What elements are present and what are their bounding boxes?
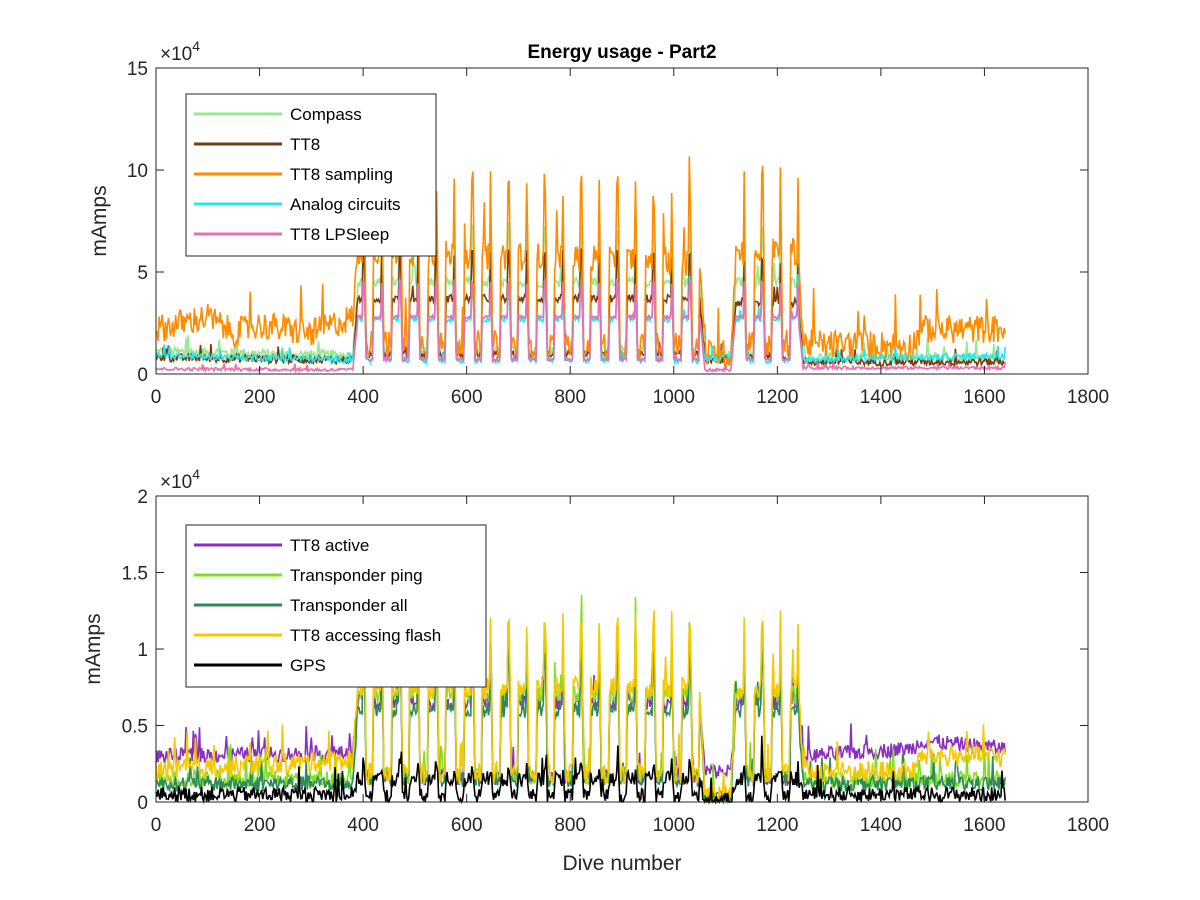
bottom-legend-label-5: GPS — [290, 656, 326, 675]
top-y-exponent-power: 4 — [192, 38, 200, 54]
top-legend-label-4: Analog circuits — [290, 195, 401, 214]
bottom-legend-label-4: TT8 accessing flash — [290, 626, 441, 645]
bottom-y-tick-label: 1 — [137, 640, 148, 661]
top-x-tick-label: 800 — [554, 387, 586, 408]
top-y-tick-label: 5 — [137, 263, 148, 284]
top-y-exponent: ×104 — [160, 38, 200, 65]
top-x-tick-label: 0 — [151, 387, 162, 408]
bottom-y-tick-label: 1.5 — [122, 564, 148, 585]
bottom-x-tick-label: 1800 — [1067, 815, 1109, 836]
top-y-tick-label: 15 — [127, 59, 148, 80]
top-series-line-3 — [155, 156, 1006, 369]
top-x-tick-label: 1000 — [653, 387, 695, 408]
bottom-x-tick-label: 1000 — [653, 815, 695, 836]
top-x-tick-label: 200 — [244, 387, 276, 408]
bottom-axes: 0 200 400 600 800 1000 1200 1400 1600 1800 0 0.5 1 1.… — [82, 466, 1109, 875]
top-legend-label-2: TT8 — [290, 135, 320, 154]
top-y-tick-label: 10 — [127, 161, 148, 182]
top-legend-label-5: TT8 LPSleep — [290, 225, 389, 244]
bottom-y-exponent-power: 4 — [192, 466, 200, 482]
bottom-plot-lines — [155, 593, 1006, 806]
bottom-legend-label-1: TT8 active — [290, 536, 369, 555]
bottom-y-exponent: ×104 — [160, 466, 200, 493]
bottom-x-tick-label: 800 — [554, 815, 586, 836]
top-legend-label-3: TT8 sampling — [290, 165, 393, 184]
top-axes-box — [155, 67, 1089, 375]
top-y-tick-label: 0 — [137, 365, 148, 386]
top-x-tick-label: 400 — [347, 387, 379, 408]
top-axes: 0 200 400 600 800 1000 1200 1400 1600 1800051015 … — [88, 38, 1109, 408]
top-x-tick-label: 1200 — [756, 387, 798, 408]
top-x-tick-label: 1400 — [860, 387, 902, 408]
bottom-series-line-5 — [155, 735, 1006, 805]
top-legend: Compass TT8 TT8 sampling Analog circuits TT8… — [185, 93, 437, 257]
bottom-x-tick-label: 1200 — [756, 815, 798, 836]
bottom-y-tick-label: 0 — [137, 793, 148, 814]
top-y-axis-label: mAmps — [88, 185, 111, 256]
bottom-y-tick-label: 2 — [137, 487, 148, 508]
top-y-exponent-base: ×10 — [160, 44, 192, 65]
bottom-x-axis-label: Dive number — [562, 852, 681, 875]
bottom-x-tick-label: 200 — [244, 815, 276, 836]
bottom-legend-label-2: Transponder ping — [290, 566, 423, 585]
top-x-tick-label: 1600 — [963, 387, 1005, 408]
bottom-y-exponent-base: ×10 — [160, 472, 192, 493]
bottom-series-line-4 — [155, 593, 1006, 803]
top-x-tick-label: 1800 — [1067, 387, 1109, 408]
top-x-tick-label: 600 — [451, 387, 483, 408]
bottom-x-tick-label: 0 — [151, 815, 162, 836]
bottom-x-tick-label: 1400 — [860, 815, 902, 836]
bottom-ticks: 0 200 400 600 800 1000 1200 1400 1600 1800 0 0.5 1 1.… — [122, 487, 1110, 836]
bottom-legend: TT8 active Transponder ping Transponder al… — [185, 524, 487, 688]
top-plot-lines — [155, 156, 1006, 374]
top-ticks: 0 200 400 600 800 1000 1200 1400 1600 1800 0 5 10 15 — [127, 59, 1109, 408]
bottom-y-tick-label: 0.5 — [122, 717, 148, 738]
bottom-legend-label-3: Transponder all — [290, 596, 408, 615]
bottom-y-axis-label: mAmps — [82, 613, 105, 684]
top-legend-label-1: Compass — [290, 105, 362, 124]
top-series-line-5 — [155, 277, 1006, 374]
top-chart-title: Energy usage - Part2 — [527, 42, 716, 63]
bottom-x-tick-label: 400 — [347, 815, 379, 836]
bottom-x-tick-label: 600 — [451, 815, 483, 836]
bottom-x-tick-label: 1600 — [963, 815, 1005, 836]
